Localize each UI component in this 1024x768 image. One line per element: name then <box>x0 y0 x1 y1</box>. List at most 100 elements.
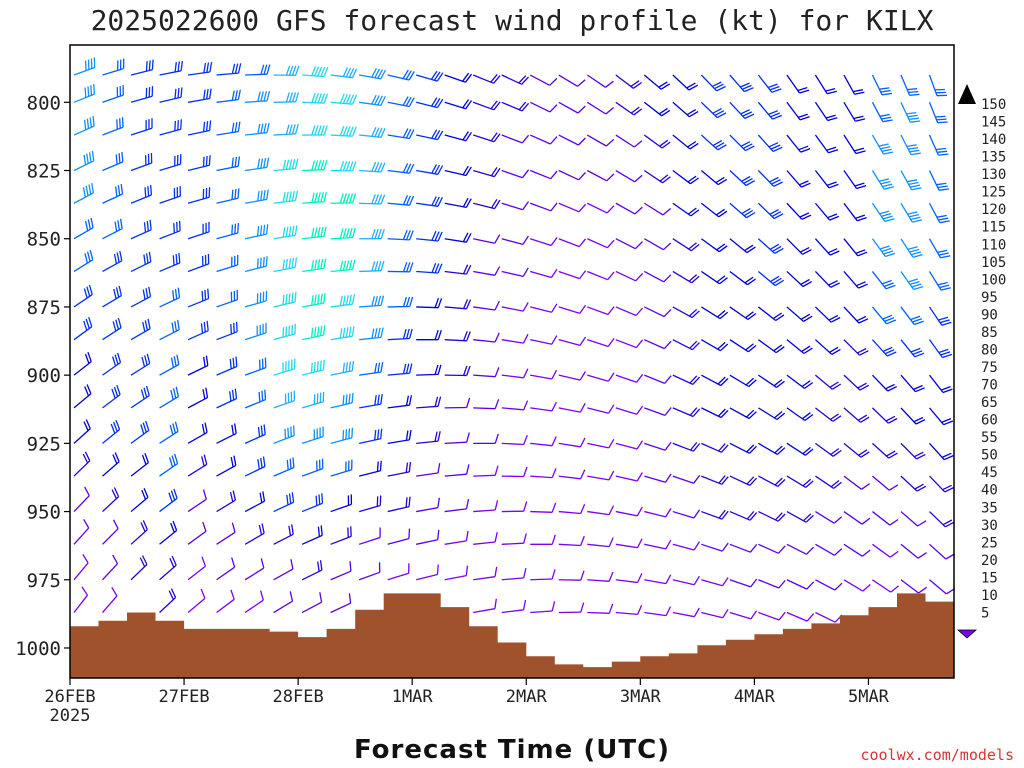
wind-barb <box>928 102 948 124</box>
wind-barb <box>814 271 840 288</box>
wind-barb <box>786 170 811 188</box>
wind-barb <box>416 70 444 82</box>
wind-barb <box>130 286 152 308</box>
wind-barb <box>387 229 414 241</box>
colorbar-label: 95 <box>981 290 998 306</box>
wind-barb <box>530 468 557 479</box>
wind-barb <box>330 360 355 376</box>
wind-barb <box>187 422 208 444</box>
wind-barb <box>330 561 352 581</box>
wind-barb <box>187 155 211 172</box>
wind-barb <box>301 525 323 545</box>
wind-barb <box>216 388 238 409</box>
wind-barb <box>814 74 837 95</box>
wind-barb <box>501 267 529 278</box>
wind-barb <box>786 306 813 322</box>
wind-barb <box>244 357 267 376</box>
wind-barb <box>102 519 119 545</box>
wind-barb <box>416 329 442 341</box>
wind-barb <box>387 429 412 444</box>
wind-barb <box>244 523 265 545</box>
colorbar-label: 115 <box>981 220 1006 236</box>
wind-barb <box>672 575 700 586</box>
wind-barb <box>159 354 180 376</box>
wind-barb <box>273 524 294 545</box>
wind-barb <box>900 511 927 527</box>
wind-barb <box>672 169 699 185</box>
wind-barb <box>928 74 948 97</box>
wind-barb <box>929 442 954 461</box>
x-tick-label: 5MAR <box>848 687 890 707</box>
wind-barb <box>330 160 357 172</box>
wind-barb <box>644 270 672 283</box>
wind-barb <box>587 537 614 548</box>
wind-barb <box>530 169 558 180</box>
wind-barb <box>244 224 269 240</box>
wind-barb <box>444 530 469 545</box>
wind-barb <box>644 606 672 617</box>
x-tick-label: 27FEB <box>158 687 209 707</box>
wind-barb <box>558 371 586 381</box>
colorbar-label: 85 <box>981 325 998 341</box>
wind-barb <box>900 134 921 156</box>
wind-barb <box>330 227 356 240</box>
wind-barb <box>587 505 615 516</box>
wind-barb <box>701 339 729 352</box>
wind-barb <box>444 565 469 581</box>
wind-barb <box>473 300 500 311</box>
wind-barb <box>473 500 499 513</box>
wind-barb <box>843 579 871 592</box>
wind-barb <box>586 101 615 115</box>
wind-barb <box>387 496 411 513</box>
wind-barb <box>216 589 235 614</box>
wind-barb <box>729 270 756 286</box>
colorbar-label: 100 <box>981 272 1006 288</box>
wind-barb <box>216 321 238 341</box>
wind-barb <box>615 339 644 349</box>
wind-barb <box>643 202 672 216</box>
wind-barb <box>302 159 328 172</box>
wind-barb <box>643 134 671 149</box>
wind-barb <box>501 501 528 513</box>
wind-barb <box>444 299 472 310</box>
wind-barb <box>843 511 871 525</box>
wind-barb <box>843 170 867 190</box>
wind-barb <box>814 238 840 256</box>
wind-barb <box>558 101 586 114</box>
wind-barb <box>729 543 758 553</box>
wind-barb <box>73 486 90 513</box>
wind-barb <box>501 74 529 85</box>
wind-barb <box>672 306 700 319</box>
y-tick-label: 1000 <box>15 638 61 660</box>
wind-barb <box>358 527 381 545</box>
wind-barb <box>928 170 950 191</box>
wind-barb <box>558 437 586 448</box>
wind-barb <box>644 339 672 350</box>
wind-barbs <box>73 57 956 623</box>
wind-barb <box>444 99 473 110</box>
wind-barb <box>102 384 121 409</box>
wind-barb <box>73 451 91 477</box>
wind-barb <box>330 193 357 204</box>
wind-barb <box>216 89 241 103</box>
wind-barb <box>273 358 296 376</box>
x-tick-sublabel: 2025 <box>50 706 91 726</box>
wind-barb <box>644 539 672 550</box>
wind-barb <box>530 202 558 212</box>
wind-barb <box>928 374 953 394</box>
wind-barb <box>672 74 699 91</box>
wind-barb <box>501 333 529 344</box>
wind-barb <box>814 339 841 355</box>
wind-barb <box>187 556 207 581</box>
wind-barb <box>187 489 207 513</box>
chart-title: 2025022600 GFS forecast wind profile (kt… <box>91 4 934 37</box>
wind-barb <box>187 187 211 204</box>
wind-barb <box>444 232 472 243</box>
wind-barb <box>73 419 91 444</box>
wind-barb <box>558 202 587 213</box>
wind-barb <box>587 238 615 249</box>
wind-barb <box>700 134 727 151</box>
wind-barb <box>814 306 841 323</box>
wind-barb <box>387 395 413 409</box>
